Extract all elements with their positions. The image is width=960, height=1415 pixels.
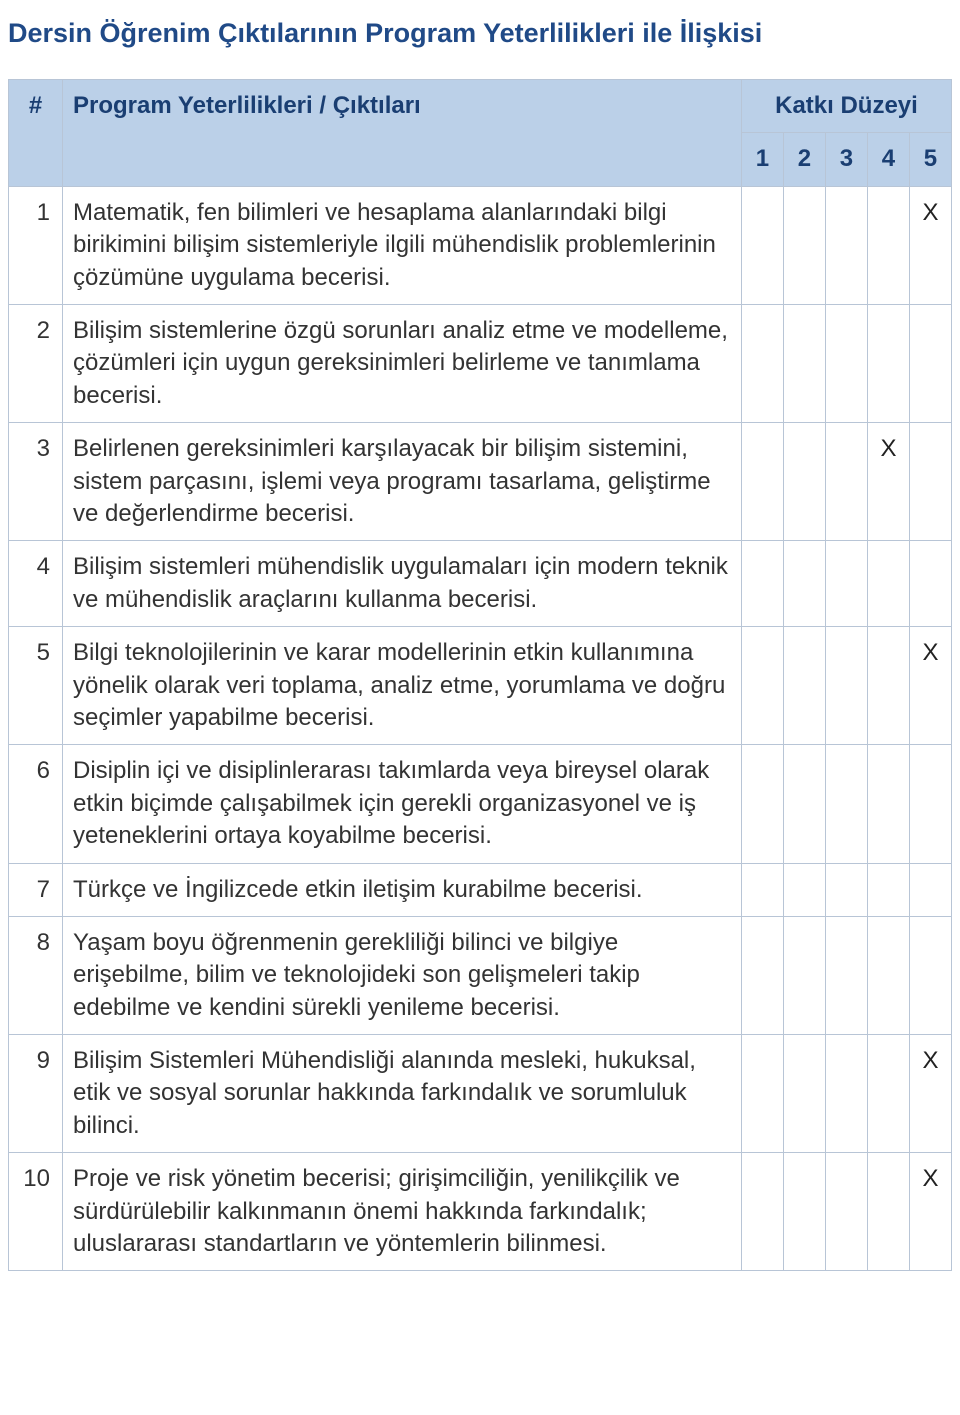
level-3-cell <box>825 627 867 745</box>
level-4-header: 4 <box>867 133 909 186</box>
level-3-cell <box>825 1035 867 1153</box>
level-1-cell <box>741 916 783 1034</box>
level-1-cell <box>741 1035 783 1153</box>
level-3-cell <box>825 1153 867 1271</box>
level-2-cell <box>783 1153 825 1271</box>
level-5-header: 5 <box>909 133 951 186</box>
row-index: 7 <box>9 863 63 916</box>
table-row: 6Disiplin içi ve disiplinlerarası takıml… <box>9 745 952 863</box>
table-row: 8Yaşam boyu öğrenmenin gerekliliği bilin… <box>9 916 952 1034</box>
level-1-cell <box>741 186 783 304</box>
level-5-cell <box>909 916 951 1034</box>
level-5-cell: X <box>909 627 951 745</box>
table-row: 4Bilişim sistemleri mühendislik uygulama… <box>9 541 952 627</box>
level-5-cell: X <box>909 186 951 304</box>
row-index: 4 <box>9 541 63 627</box>
level-5-cell <box>909 745 951 863</box>
level-4-cell <box>867 745 909 863</box>
page-title: Dersin Öğrenim Çıktılarının Program Yete… <box>8 16 952 51</box>
level-3-cell <box>825 305 867 423</box>
level-4-cell <box>867 541 909 627</box>
level-2-cell <box>783 627 825 745</box>
level-5-cell <box>909 423 951 541</box>
level-4-cell <box>867 305 909 423</box>
row-text: Belirlenen gereksinimleri karşılayacak b… <box>63 423 742 541</box>
row-index: 8 <box>9 916 63 1034</box>
row-index: 2 <box>9 305 63 423</box>
row-text: Bilgi teknolojilerinin ve karar modeller… <box>63 627 742 745</box>
row-index: 10 <box>9 1153 63 1271</box>
row-text: Disiplin içi ve disiplinlerarası takımla… <box>63 745 742 863</box>
level-4-cell: X <box>867 423 909 541</box>
level-5-cell: X <box>909 1153 951 1271</box>
table-row: 9Bilişim Sistemleri Mühendisliği alanınd… <box>9 1035 952 1153</box>
level-3-cell <box>825 541 867 627</box>
competency-table: # Program Yeterlilikleri / Çıktıları Kat… <box>8 79 952 1271</box>
level-4-cell <box>867 863 909 916</box>
row-index: 1 <box>9 186 63 304</box>
level-2-cell <box>783 916 825 1034</box>
level-2-header: 2 <box>783 133 825 186</box>
table-row: 2Bilişim sistemlerine özgü sorunları ana… <box>9 305 952 423</box>
col-contribution-header: Katkı Düzeyi <box>741 80 951 133</box>
level-5-cell <box>909 863 951 916</box>
level-3-cell <box>825 863 867 916</box>
row-index: 6 <box>9 745 63 863</box>
table-row: 7Türkçe ve İngilizcede etkin iletişim ku… <box>9 863 952 916</box>
level-1-cell <box>741 541 783 627</box>
level-2-cell <box>783 186 825 304</box>
table-row: 5Bilgi teknolojilerinin ve karar modelle… <box>9 627 952 745</box>
col-hash-header: # <box>9 80 63 187</box>
level-4-cell <box>867 916 909 1034</box>
level-2-cell <box>783 1035 825 1153</box>
level-3-cell <box>825 916 867 1034</box>
level-3-cell <box>825 186 867 304</box>
row-text: Bilişim sistemleri mühendislik uygulamal… <box>63 541 742 627</box>
level-4-cell <box>867 1035 909 1153</box>
level-5-cell <box>909 541 951 627</box>
level-2-cell <box>783 541 825 627</box>
level-3-cell <box>825 423 867 541</box>
level-2-cell <box>783 863 825 916</box>
table-header-row: # Program Yeterlilikleri / Çıktıları Kat… <box>9 80 952 133</box>
level-2-cell <box>783 423 825 541</box>
table-row: 10Proje ve risk yönetim becerisi; girişi… <box>9 1153 952 1271</box>
table-body: 1Matematik, fen bilimleri ve hesaplama a… <box>9 186 952 1271</box>
row-text: Bilişim Sistemleri Mühendisliği alanında… <box>63 1035 742 1153</box>
level-3-header: 3 <box>825 133 867 186</box>
level-1-cell <box>741 1153 783 1271</box>
row-text: Bilişim sistemlerine özgü sorunları anal… <box>63 305 742 423</box>
level-1-cell <box>741 863 783 916</box>
level-4-cell <box>867 186 909 304</box>
level-1-cell <box>741 423 783 541</box>
level-2-cell <box>783 305 825 423</box>
level-3-cell <box>825 745 867 863</box>
row-text: Proje ve risk yönetim becerisi; girişimc… <box>63 1153 742 1271</box>
level-1-cell <box>741 627 783 745</box>
table-row: 1Matematik, fen bilimleri ve hesaplama a… <box>9 186 952 304</box>
level-2-cell <box>783 745 825 863</box>
row-index: 3 <box>9 423 63 541</box>
level-1-header: 1 <box>741 133 783 186</box>
level-1-cell <box>741 745 783 863</box>
row-index: 5 <box>9 627 63 745</box>
level-5-cell: X <box>909 1035 951 1153</box>
row-index: 9 <box>9 1035 63 1153</box>
row-text: Matematik, fen bilimleri ve hesaplama al… <box>63 186 742 304</box>
row-text: Yaşam boyu öğrenmenin gerekliliği bilinc… <box>63 916 742 1034</box>
table-row: 3Belirlenen gereksinimleri karşılayacak … <box>9 423 952 541</box>
level-5-cell <box>909 305 951 423</box>
level-4-cell <box>867 627 909 745</box>
col-competency-header: Program Yeterlilikleri / Çıktıları <box>63 80 742 187</box>
level-1-cell <box>741 305 783 423</box>
level-4-cell <box>867 1153 909 1271</box>
row-text: Türkçe ve İngilizcede etkin iletişim kur… <box>63 863 742 916</box>
